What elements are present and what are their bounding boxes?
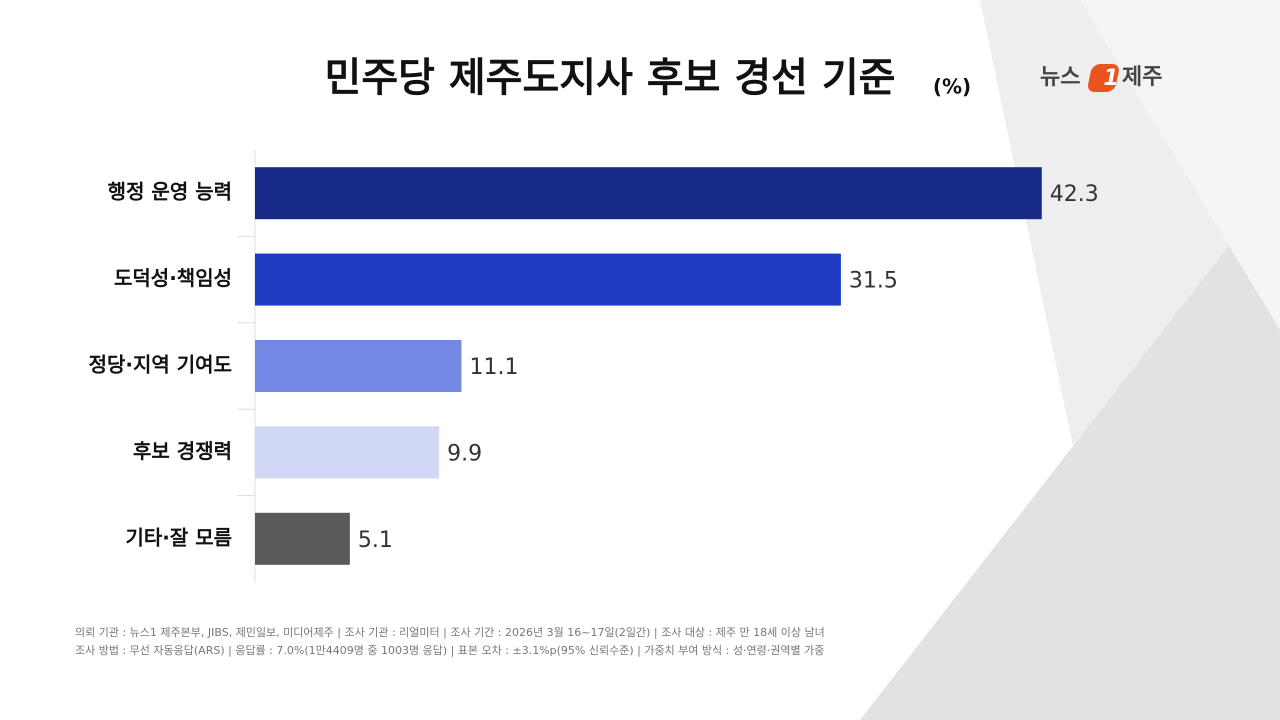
bar — [255, 167, 1042, 220]
value-label: 9.9 — [447, 441, 482, 466]
logo-text: 제주 — [1122, 65, 1162, 90]
background-shape — [1080, 0, 1280, 330]
category-label: 후보 경쟁력 — [133, 439, 232, 463]
logo-badge — [1087, 64, 1119, 92]
bar — [255, 512, 350, 565]
category-label: 행정 운영 능력 — [108, 180, 232, 204]
category-label: 기타·잘 모름 — [125, 525, 232, 549]
bar — [255, 426, 440, 479]
chart-title: 민주당 제주도지사 후보 경선 기준 — [325, 55, 896, 101]
footnote: 의뢰 기관 : 뉴스1 제주본부, JIBS, 제민일보, 미디어제주 | 조사… — [75, 625, 825, 639]
value-label: 42.3 — [1050, 182, 1099, 207]
bar — [255, 253, 841, 306]
category-label: 정당·지역 기여도 — [89, 353, 232, 377]
logo-text: 뉴스 — [1040, 65, 1080, 90]
value-label: 5.1 — [358, 528, 393, 553]
background-shape — [860, 180, 1280, 720]
unit-label: (%) — [933, 75, 971, 99]
plot: 행정 운영 능력 42.3 도덕성·책임성 31.5 정당·지역 기여도 11.1 후보 경… — [89, 167, 1099, 565]
value-label: 31.5 — [849, 269, 898, 294]
value-label: 11.1 — [469, 355, 518, 380]
bar — [255, 340, 462, 392]
logo-text: 1 — [1103, 66, 1118, 91]
footnote: 조사 방법 : 무선 자동응답(ARS) | 응답률 : 7.0%(1만4409… — [75, 644, 824, 657]
logo: 뉴스 1 제주 — [1040, 64, 1162, 92]
category-label: 도덕성·책임성 — [114, 266, 232, 290]
